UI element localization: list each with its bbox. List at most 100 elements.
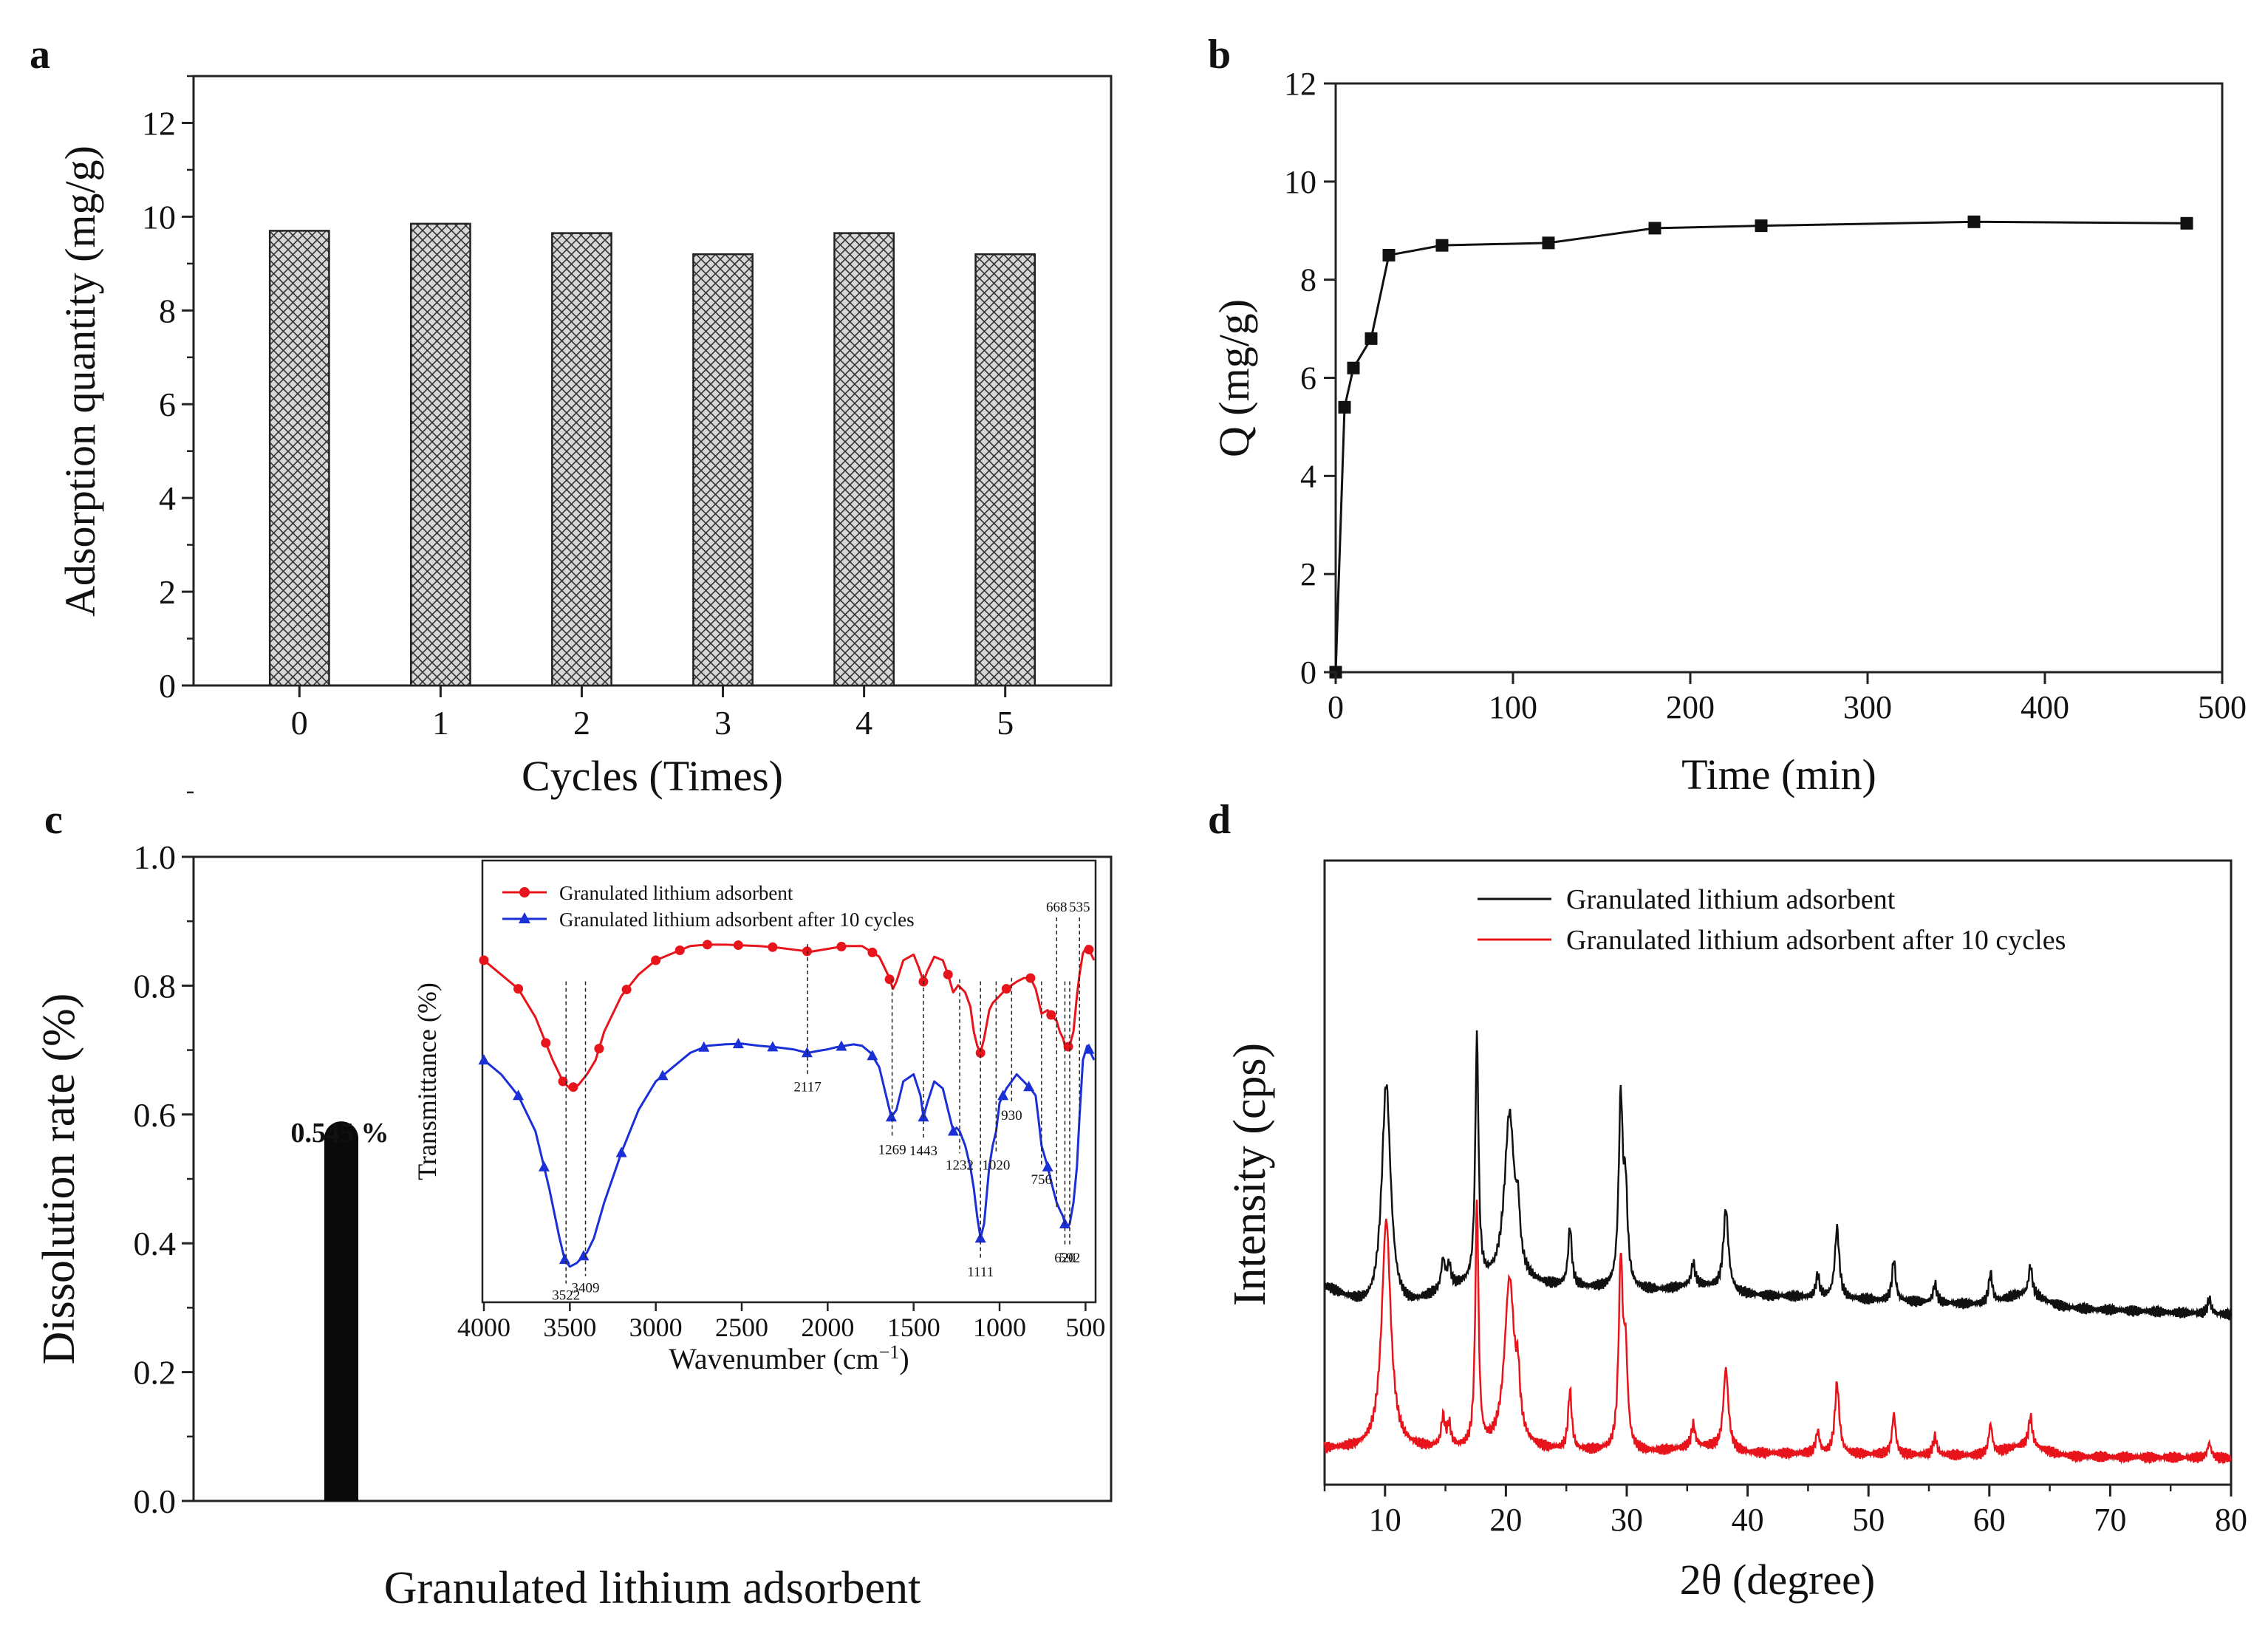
panel-b-x-tick-label-2: 200 bbox=[1666, 689, 1715, 725]
panel-b-marker-6 bbox=[1542, 236, 1555, 250]
inset-series-1-marker-6 bbox=[657, 1070, 669, 1081]
panel-b-marker-7 bbox=[1648, 222, 1661, 235]
panel-d-x-tick-label-3: 40 bbox=[1732, 1502, 1764, 1538]
inset-x-tick-label-5: 1500 bbox=[887, 1313, 940, 1342]
inset-x-tick-label-0: 4000 bbox=[457, 1313, 510, 1342]
inset-x-axis-label-sup: −1 bbox=[879, 1341, 900, 1363]
panel-b-series bbox=[1329, 215, 2193, 679]
panel-d-y-axis-label: Intensity (cps) bbox=[1225, 1043, 1275, 1306]
inset-series-1-marker-21 bbox=[1083, 1043, 1095, 1054]
inset-x-axis-label: Wavenumber (cm−1) bbox=[669, 1341, 909, 1376]
panel-a-axes-frame bbox=[192, 75, 1113, 687]
panel-b-marker-5 bbox=[1435, 239, 1449, 252]
panel-d-x-tick-label-1: 20 bbox=[1489, 1502, 1522, 1538]
panel-b-marker-9 bbox=[1967, 215, 1981, 228]
panel-b-y-tick-label-2: 4 bbox=[1300, 458, 1316, 494]
inset-y-axis-label: Transmittance (%) bbox=[412, 982, 442, 1180]
inset-x-tick-label-7: 500 bbox=[1065, 1313, 1105, 1342]
inset-series-0-marker-14 bbox=[867, 947, 878, 957]
inset-series-0-marker-19 bbox=[1001, 984, 1011, 994]
inset-series-1-marker-1 bbox=[513, 1090, 525, 1101]
panel-b-marker-8 bbox=[1755, 219, 1768, 233]
inset-x-tick-label-4: 2000 bbox=[801, 1313, 854, 1342]
panel-b-marker-3 bbox=[1364, 332, 1378, 345]
panel-a-bar-5 bbox=[974, 253, 1036, 687]
panel-c-bars bbox=[324, 1121, 358, 1501]
inset-series bbox=[478, 940, 1096, 1268]
inset-peak-label-13: 535 bbox=[1069, 900, 1090, 915]
inset-series-0-marker-18 bbox=[975, 1047, 986, 1058]
inset-series-line-1 bbox=[483, 1042, 1096, 1268]
panel-a-x-tick-label-5: 5 bbox=[997, 704, 1014, 742]
inset-series-0-marker-8 bbox=[674, 945, 685, 956]
inset-series-0-marker-1 bbox=[513, 984, 524, 994]
inset-x-axis-label-main: Wavenumber (cm bbox=[669, 1342, 878, 1375]
inset-series-0-marker-2 bbox=[541, 1038, 551, 1048]
panel-d-legend: Granulated lithium adsorbent Granulated … bbox=[1478, 884, 2066, 956]
panel-b-axes-frame bbox=[1334, 82, 2224, 674]
inset-series-0-marker-3 bbox=[558, 1076, 568, 1087]
panel-b-marker-1 bbox=[1338, 400, 1351, 414]
inset-series-1-marker-4 bbox=[578, 1250, 590, 1261]
panel-c-y-tick-label-5: 1.0 bbox=[134, 838, 177, 876]
inset-series-1-marker-12 bbox=[867, 1050, 878, 1061]
inset-peak-label-6: 1111 bbox=[967, 1265, 994, 1280]
panel-d-series-black bbox=[1323, 1030, 2233, 1321]
inset-series-1-marker-17 bbox=[997, 1090, 1009, 1101]
panel-d-x-axis-label: 2θ (degree) bbox=[1680, 1556, 1875, 1604]
inset-series-1-marker-15 bbox=[947, 1125, 959, 1136]
panel-b-y-tick-label-6: 12 bbox=[1284, 66, 1316, 102]
panel-a-bar-1 bbox=[410, 222, 471, 687]
panel-b-y-axis-label: Q (mg/g) bbox=[1210, 299, 1258, 457]
inset-legend: Granulated lithium adsorbent Granulated … bbox=[502, 882, 915, 931]
inset-peak-label-3: 1269 bbox=[878, 1143, 906, 1158]
inset-legend-marker-triangle bbox=[519, 912, 530, 923]
inset-axes-frame bbox=[481, 859, 1097, 1304]
panel-b-y-tick-label-0: 0 bbox=[1300, 654, 1316, 691]
panel-b-y-tick-label-1: 2 bbox=[1300, 556, 1316, 592]
inset-series-0-marker-20 bbox=[1025, 973, 1036, 983]
inset-series-1-marker-3 bbox=[559, 1254, 570, 1265]
panel-a-y-axis-label: Adsorption quantity (mg/g) bbox=[56, 146, 104, 617]
inset-series-0-marker-22 bbox=[1063, 1042, 1073, 1052]
panel-a-x-tick-label-3: 3 bbox=[714, 704, 731, 742]
panel-a-x-tick-label-0: 0 bbox=[291, 704, 308, 742]
panel-d-series-red bbox=[1323, 1200, 2233, 1465]
inset-x-tick-label-6: 1000 bbox=[973, 1313, 1026, 1342]
panel-b-y-tick-label-5: 10 bbox=[1284, 164, 1316, 200]
panel-a-bar-3 bbox=[692, 253, 754, 687]
inset-series-0-marker-0 bbox=[479, 955, 489, 965]
panel-a-y-tick-label-2: 4 bbox=[159, 479, 176, 517]
inset-peak-label-1: 3409 bbox=[572, 1281, 600, 1296]
inset-series-0-marker-11 bbox=[768, 942, 778, 952]
inset-series-1-marker-9 bbox=[767, 1041, 779, 1052]
inset-legend-marker-circle bbox=[519, 887, 530, 897]
inset-x-axis-label-end: ) bbox=[899, 1342, 909, 1375]
panel-a-y-tick-label-6: 12 bbox=[142, 104, 176, 142]
panel-c-y-ticks: 0.0 0.2 0.4 0.6 0.8 1.0 bbox=[134, 791, 194, 1520]
panel-b-x-tick-label-3: 300 bbox=[1843, 689, 1892, 725]
inset-series-0-marker-15 bbox=[884, 974, 895, 985]
panel-a-x-tick-label-4: 4 bbox=[855, 704, 872, 742]
panel-d-legend-label-1: Granulated lithium adsorbent bbox=[1566, 884, 1896, 915]
panel-b-marker-4 bbox=[1382, 248, 1396, 261]
panel-b-x-tick-label-4: 400 bbox=[2021, 689, 2069, 725]
panel-c-bar-0 bbox=[324, 1121, 358, 1501]
inset-legend-label-1: Granulated lithium adsorbent bbox=[559, 882, 793, 904]
inset-series-0-marker-10 bbox=[733, 940, 743, 951]
inset-series-0-marker-13 bbox=[836, 942, 847, 952]
inset-peak-label-11: 592 bbox=[1059, 1251, 1081, 1266]
panel-b-marker-10 bbox=[2180, 216, 2193, 230]
panel-b-label: b bbox=[1208, 32, 1231, 78]
panel-d-series bbox=[1323, 1030, 2233, 1465]
inset-legend-label-2: Granulated lithium adsorbent after 10 cy… bbox=[559, 909, 915, 931]
panel-a-x-axis-label: Cycles (Times) bbox=[522, 752, 783, 800]
panel-a-bar-2 bbox=[551, 232, 612, 687]
inset-series-1-marker-0 bbox=[478, 1054, 490, 1065]
inset-peak-label-7: 1020 bbox=[982, 1158, 1010, 1174]
inset-x-tick-label-1: 3500 bbox=[543, 1313, 596, 1342]
inset-series-0-marker-17 bbox=[943, 969, 953, 979]
